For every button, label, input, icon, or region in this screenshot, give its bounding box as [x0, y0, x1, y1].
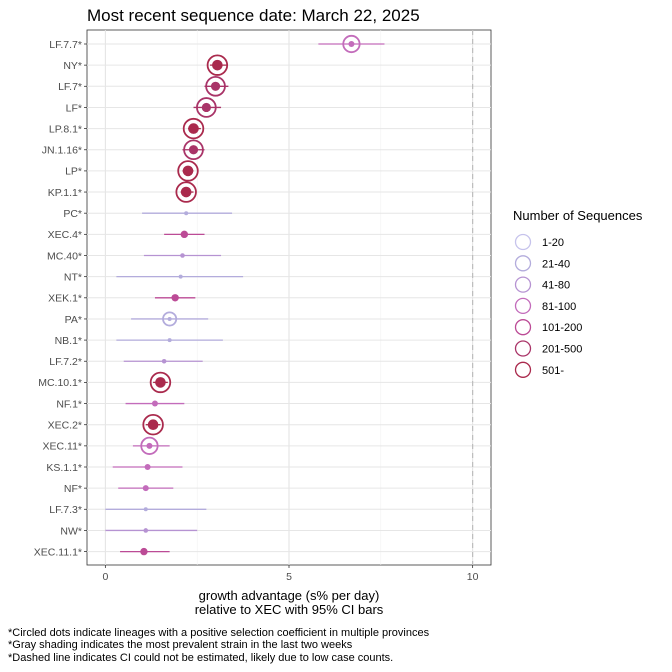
y-tick-label: NW*	[60, 525, 82, 537]
y-tick-label: LF.7.3*	[49, 504, 82, 516]
selection-ring	[140, 436, 159, 455]
y-tick-label: PA*	[65, 314, 82, 326]
legend-key-circle	[514, 276, 532, 293]
selection-ring	[182, 117, 205, 140]
selection-ring	[142, 414, 164, 436]
y-tick-label: XEC.4*	[48, 229, 82, 241]
selection-ring	[205, 76, 226, 97]
y-tick-label: LF*	[66, 102, 82, 114]
point	[161, 358, 167, 364]
legend-label: 1-20	[542, 237, 564, 249]
legend: 1-20 21-40 41-80 81-100 101-200 201-500 501-	[514, 233, 582, 378]
y-tick-label: NB.1*	[55, 335, 82, 347]
legend-key-circle	[514, 233, 532, 251]
x-tick-label: 5	[286, 571, 292, 583]
x-tick-label: 0	[102, 571, 108, 583]
selection-ring	[206, 54, 229, 76]
legend-label: 81-100	[542, 301, 576, 313]
point	[167, 316, 172, 321]
legend-key-circle	[514, 319, 532, 336]
x-axis: 0 5 10	[102, 565, 479, 583]
point	[147, 419, 159, 431]
y-tick-label: NT*	[64, 271, 82, 283]
y-tick-label: NF.1*	[56, 398, 82, 410]
y-tick-label: JN.1.16*	[42, 145, 82, 157]
footnote-2: *Gray shading indicates the most prevale…	[8, 639, 353, 651]
point	[182, 165, 194, 177]
y-tick-label: LP*	[65, 166, 82, 178]
y-tick-label: XEC.11.1*	[34, 546, 82, 558]
y-tick-label: PC*	[63, 208, 82, 220]
selection-ring	[162, 311, 178, 327]
y-tick-label: LF.7.2*	[49, 356, 82, 368]
legend-label: 201-500	[542, 344, 582, 356]
legend-key-circle	[514, 361, 532, 378]
y-tick-label: LF.7*	[58, 81, 82, 93]
legend-key-circle	[514, 340, 532, 357]
data-marks	[105, 34, 385, 556]
point	[348, 41, 355, 47]
point	[201, 102, 211, 113]
point	[188, 123, 199, 134]
point	[167, 338, 172, 343]
y-tick-label: LP.8.1*	[49, 123, 82, 135]
point	[155, 377, 166, 388]
selection-ring	[149, 371, 172, 394]
point	[142, 485, 149, 492]
point	[184, 211, 189, 216]
y-tick-label: NF*	[64, 483, 82, 495]
point	[188, 145, 199, 155]
point	[146, 442, 153, 449]
legend-label: 41-80	[542, 280, 570, 292]
legend-label: 501-	[542, 365, 564, 377]
legend-label: 101-200	[542, 322, 582, 334]
point	[210, 81, 221, 91]
y-tick-label: XEC.11*	[43, 441, 83, 453]
point	[180, 186, 192, 198]
point	[143, 528, 149, 533]
selection-ring	[342, 34, 361, 54]
chart-title: Most recent sequence date: March 22, 202…	[87, 6, 420, 25]
legend-label: 21-40	[542, 258, 570, 270]
y-tick-label: KS.1.1*	[46, 462, 82, 474]
point	[178, 274, 183, 279]
selection-ring	[196, 97, 217, 118]
selection-ring	[183, 139, 204, 161]
y-tick-label: LF.7.7*	[49, 39, 82, 51]
selection-ring	[175, 181, 197, 203]
footnote-3: *Dashed line indicates CI could not be e…	[8, 652, 393, 664]
x-axis-title: growth advantage (s% per day)	[199, 588, 380, 603]
y-tick-label: NY*	[63, 60, 82, 72]
y-axis: LF.7.7* NY* LF.7* LF* LP.8.1* JN.1.16* LP* KP.1…	[34, 39, 87, 558]
y-tick-label: MC.40*	[47, 250, 82, 262]
point	[212, 59, 223, 71]
legend-key-circle	[514, 297, 532, 315]
point	[171, 294, 179, 302]
y-tick-label: XEC.2*	[48, 420, 82, 432]
y-tick-label: MC.10.1*	[38, 377, 82, 389]
legend-key-circle	[514, 255, 532, 272]
x-tick-label: 10	[467, 571, 479, 583]
point	[143, 507, 148, 512]
legend-title: Number of Sequences	[513, 208, 643, 223]
point	[140, 547, 148, 556]
selection-ring	[177, 160, 199, 182]
point	[144, 464, 151, 470]
y-tick-label: XEK.1*	[48, 293, 82, 305]
y-tick-label: KP.1.1*	[48, 187, 82, 199]
point	[180, 230, 189, 239]
x-axis-subtitle: relative to XEC with 95% CI bars	[195, 602, 384, 617]
point	[180, 253, 185, 258]
point	[151, 400, 158, 407]
footnote-1: *Circled dots indicate lineages with a p…	[8, 627, 430, 639]
